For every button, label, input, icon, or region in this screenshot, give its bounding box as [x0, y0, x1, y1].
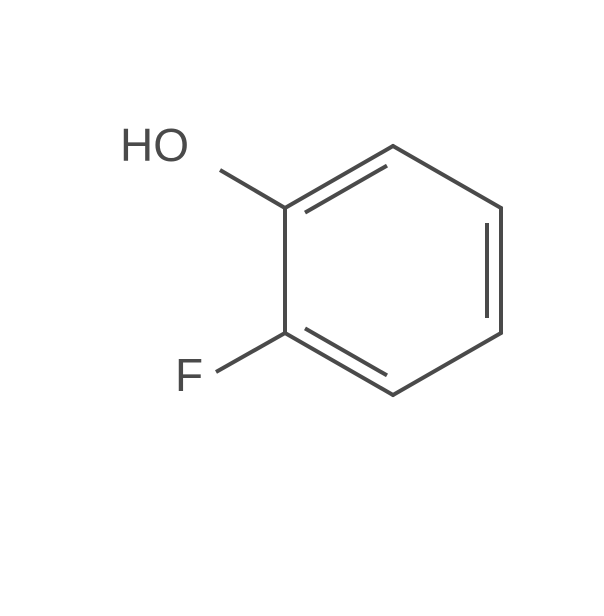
fluorine-label: F [175, 348, 203, 402]
molecule-svg [0, 0, 604, 616]
molecule-canvas: HO F [0, 0, 604, 616]
hydroxyl-label: HO [120, 118, 189, 172]
